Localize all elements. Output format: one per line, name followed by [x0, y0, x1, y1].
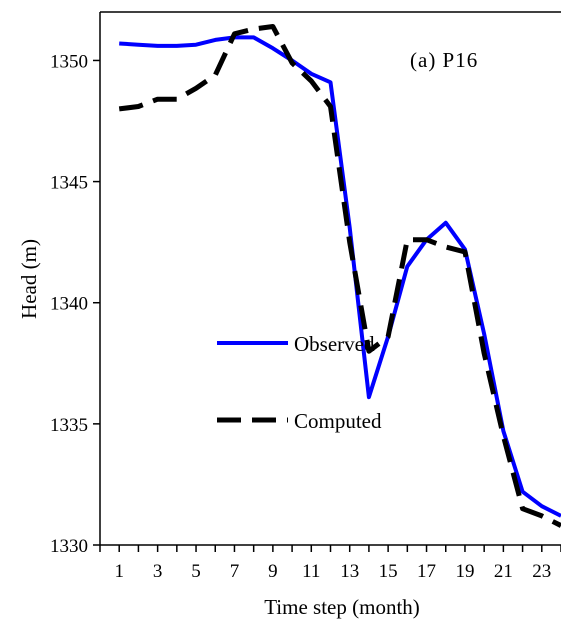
x-tick-label: 1 [114, 561, 124, 582]
series-layer [118, 24, 561, 528]
x-axis-label: Time step (month) [264, 595, 420, 619]
x-tick-label: 7 [230, 561, 240, 582]
y-tick-label: 1340 [50, 294, 88, 315]
x-tick-label: 23 [532, 561, 551, 582]
x-tick-label: 11 [302, 561, 320, 582]
x-tick-label: 3 [153, 561, 163, 582]
x-tick-label: 5 [191, 561, 201, 582]
y-tick-label: 1335 [50, 415, 88, 436]
x-tick-label: 13 [340, 561, 359, 582]
x-tick-label: 21 [494, 561, 513, 582]
y-tick-label: 1350 [50, 51, 88, 72]
y-tick-label: 1330 [50, 536, 88, 557]
series-line-computed [118, 24, 561, 528]
panel-annotation: (a) P16 [410, 48, 478, 72]
x-tick-label: 17 [417, 561, 436, 582]
y-tick-label: 1345 [50, 173, 88, 194]
x-tick-label: 9 [268, 561, 278, 582]
legend-label-observed: Observed [294, 332, 375, 356]
y-axis-label: Head (m) [17, 239, 41, 319]
legend-label-computed: Computed [294, 409, 382, 433]
series-line-observed [119, 35, 561, 518]
legend: Observed Computed [217, 332, 382, 433]
x-tick-label: 19 [455, 561, 474, 582]
x-tick-label: 15 [379, 561, 398, 582]
